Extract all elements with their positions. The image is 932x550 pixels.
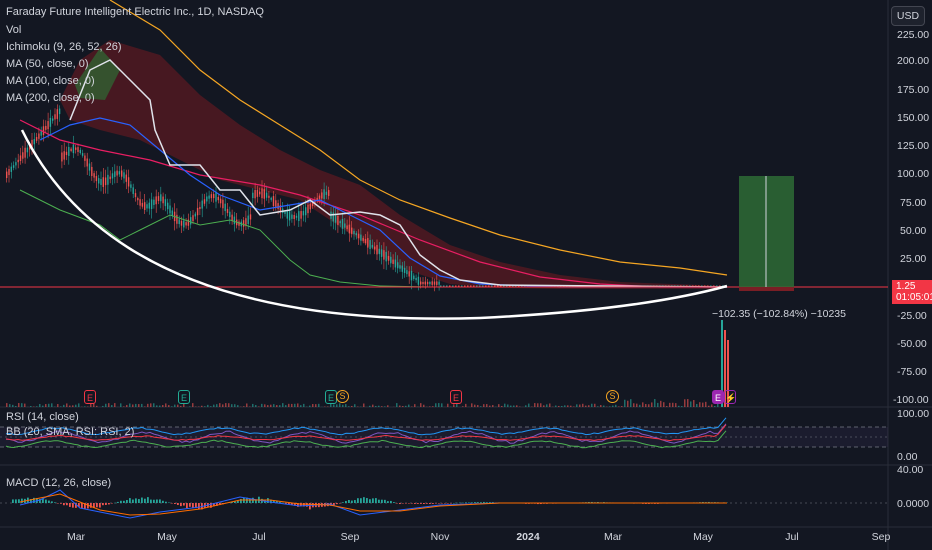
rsi-band — [0, 427, 888, 447]
earnings-event[interactable]: E — [712, 390, 724, 404]
split-event[interactable]: S — [606, 390, 619, 403]
time-axis-label: Sep — [340, 531, 360, 543]
price-axis-label: -50.00 — [897, 338, 927, 350]
rsi-bb-title[interactable]: BB (20, SMA, RSI: RSI, 2) — [6, 426, 135, 438]
ma50-line — [39, 117, 727, 288]
measure-label: −102.35 (−102.84%) −10235 — [712, 308, 846, 320]
price-axis-label: -25.00 — [897, 310, 927, 322]
rsi-title[interactable]: RSI (14, close) — [6, 411, 79, 423]
macd-signal-line — [19, 493, 727, 516]
macd-axis-label: 40.00 — [897, 464, 924, 476]
earnings-event[interactable]: E — [450, 390, 462, 404]
legend-ma50[interactable]: MA (50, close, 0) — [6, 58, 89, 70]
legend-ichimoku[interactable]: Ichimoku (9, 26, 52, 26) — [6, 41, 122, 53]
long-position-stop-zone[interactable] — [739, 287, 794, 291]
price-axis-label: -75.00 — [897, 366, 927, 378]
rsi-axis-label: 0.00 — [897, 451, 918, 463]
price-axis-label: 125.00 — [897, 140, 930, 152]
volume-spike — [721, 320, 729, 407]
price-axis-label: 225.00 — [897, 29, 930, 41]
time-axis-label: Sep — [871, 531, 891, 543]
rsi-axis-label: 100.00 — [897, 408, 930, 420]
time-axis-label: May — [157, 531, 177, 543]
time-axis-label: May — [693, 531, 713, 543]
last-price-value: 1.25 — [896, 281, 916, 292]
last-price-tag: 1.25 01:05:01 — [892, 280, 932, 304]
currency-button[interactable]: USD — [891, 6, 925, 26]
volume-bars — [6, 399, 719, 407]
price-axis-label: 175.00 — [897, 84, 930, 96]
rsi-bb-basis — [5, 424, 727, 442]
macd-title[interactable]: MACD (12, 26, close) — [6, 477, 112, 489]
time-axis-label: Jul — [252, 531, 266, 543]
price-axis-label: 100.00 — [897, 168, 930, 180]
macd-axis-label: 0.0000 — [897, 498, 930, 510]
time-axis-label: Mar — [66, 531, 86, 543]
earnings-event[interactable]: E — [178, 390, 190, 404]
price-axis-label: 75.00 — [900, 197, 927, 209]
time-axis-label: 2024 — [516, 531, 540, 543]
rsi-bb-lower — [5, 430, 727, 449]
legend-ma100[interactable]: MA (100, close, 0) — [6, 75, 95, 87]
legend-ma200[interactable]: MA (200, close, 0) — [6, 92, 95, 104]
time-axis-label: Mar — [603, 531, 623, 543]
time-axis-label: Jul — [785, 531, 799, 543]
symbol-title[interactable]: Faraday Future Intelligent Electric Inc.… — [6, 6, 264, 18]
time-axis-label: Nov — [430, 531, 450, 543]
price-axis-label: 200.00 — [897, 55, 930, 67]
split-event[interactable]: S — [336, 390, 349, 403]
earnings-event[interactable]: E — [84, 390, 96, 404]
ichimoku-lagging-span — [19, 189, 431, 288]
price-axis-label: 25.00 — [900, 253, 927, 265]
ma200-line — [109, 0, 728, 276]
macd-line — [19, 489, 727, 519]
legend-vol[interactable]: Vol — [6, 24, 22, 36]
flash-event-icon[interactable]: ⚡ — [724, 390, 736, 404]
cup-drawing[interactable] — [20, 129, 728, 320]
ichimoku-cloud — [60, 40, 720, 289]
price-axis-label: 150.00 — [897, 112, 930, 124]
rsi-bb-upper — [5, 417, 727, 436]
price-axis-label: 50.00 — [900, 225, 927, 237]
bar-countdown: 01:05:01 — [896, 292, 932, 303]
price-axis-label: -100.00 — [893, 394, 929, 406]
ichimoku-kijun-line — [69, 59, 728, 288]
